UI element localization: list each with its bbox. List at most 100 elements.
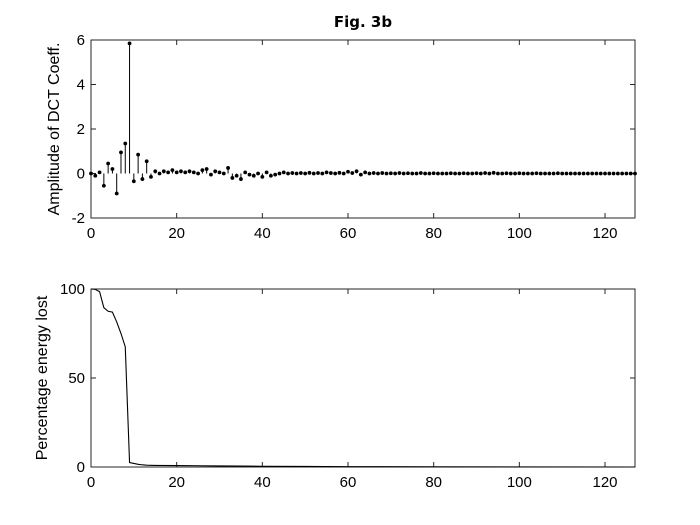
stem-marker — [564, 171, 569, 176]
stem-marker — [166, 170, 171, 175]
stem-marker — [213, 169, 218, 174]
stem-marker — [101, 183, 106, 188]
stem-marker — [230, 176, 235, 180]
stem-marker — [448, 171, 453, 176]
stem-marker — [581, 171, 586, 176]
stem-marker — [380, 171, 385, 175]
stem-marker — [187, 169, 192, 174]
stem-marker — [543, 171, 547, 176]
stem-marker — [384, 171, 389, 176]
stem-marker — [247, 172, 252, 177]
stem-marker — [157, 171, 162, 176]
stem-marker — [594, 171, 599, 176]
stem-marker — [607, 171, 612, 176]
stem-marker — [333, 171, 338, 176]
stem-marker — [577, 171, 582, 176]
axes-box — [90, 288, 636, 468]
x-tick-label: 80 — [425, 474, 442, 491]
stem-marker — [131, 179, 136, 184]
stem-marker — [106, 161, 111, 166]
series-line — [90, 288, 636, 468]
stem-marker — [251, 173, 256, 178]
stem-marker — [500, 171, 505, 176]
stem-marker — [358, 172, 363, 177]
stem-marker — [149, 174, 153, 179]
stem-marker — [256, 171, 260, 176]
stem-marker — [264, 170, 269, 175]
stem-marker — [440, 171, 445, 176]
stem-marker — [418, 171, 423, 175]
stem-marker — [633, 171, 637, 176]
stem-marker — [393, 171, 398, 176]
y-tick-label: 6 — [77, 32, 85, 49]
stem-marker — [568, 171, 573, 176]
stem-marker — [281, 170, 286, 175]
stem-marker — [461, 171, 466, 176]
stem-marker — [603, 171, 607, 176]
stem-marker — [585, 171, 590, 176]
stem-marker — [153, 169, 158, 174]
stem-marker — [174, 170, 179, 175]
stem-marker — [491, 170, 496, 175]
figure-title: Fig. 3b — [334, 13, 392, 31]
stem-marker — [273, 172, 278, 177]
stem-marker — [560, 171, 565, 176]
stem-marker — [624, 171, 629, 176]
stem-marker — [406, 171, 410, 176]
x-tick-label: 40 — [254, 474, 271, 491]
stem-marker — [534, 171, 539, 176]
stem-marker — [466, 171, 470, 176]
stem-marker — [388, 171, 393, 176]
stem-marker — [209, 172, 213, 177]
stem-marker — [97, 170, 102, 175]
x-tick-label: 20 — [168, 474, 185, 491]
stem-marker — [217, 170, 222, 175]
stem-marker — [354, 169, 359, 174]
stem-marker — [376, 171, 380, 176]
stem-marker — [431, 171, 436, 176]
stem-marker — [337, 170, 342, 175]
axes-dct-coefficients: Amplitude of DCT Coeff. 0 20 40 60 80 100 120-… — [46, 32, 637, 242]
stem-marker — [487, 171, 492, 176]
stem-marker — [260, 174, 265, 179]
stem-marker — [423, 171, 428, 176]
stem-marker — [196, 171, 200, 176]
stem-marker — [573, 171, 577, 176]
stem-marker — [119, 150, 123, 155]
stem-marker — [517, 171, 522, 176]
stem-marker — [183, 170, 188, 175]
stem-marker — [474, 171, 479, 176]
stem-marker — [191, 170, 196, 175]
stem-marker — [436, 171, 440, 176]
stem-marker — [127, 41, 132, 46]
stem-marker — [114, 191, 119, 196]
stem-marker — [311, 171, 316, 176]
stem-marker — [628, 171, 633, 176]
x-tick-label: 80 — [425, 225, 442, 242]
stem-marker — [444, 171, 449, 176]
stem-marker — [204, 167, 209, 171]
stem-marker — [269, 173, 273, 178]
stem-marker — [508, 171, 513, 176]
stem-marker — [200, 168, 205, 173]
stem-marker — [496, 171, 500, 176]
stem-marker — [483, 171, 487, 175]
y-tick-label: -2 — [72, 210, 85, 227]
x-tick-label: 40 — [254, 225, 271, 242]
stem-marker — [234, 173, 239, 178]
stem-marker — [504, 171, 509, 176]
x-tick-label: 0 — [87, 225, 95, 242]
stem-marker — [316, 171, 320, 175]
stem-marker — [144, 159, 149, 164]
stem-marker — [161, 169, 166, 174]
x-tick-label: 100 — [507, 474, 532, 491]
x-tick-label: 0 — [87, 474, 95, 491]
stem-marker — [551, 171, 556, 176]
stem-marker — [93, 173, 98, 178]
x-tick-label: 100 — [507, 225, 532, 242]
stem-marker — [136, 152, 141, 157]
x-tick-label: 120 — [593, 474, 618, 491]
stem-marker — [397, 171, 402, 175]
stem-marker — [277, 171, 282, 176]
